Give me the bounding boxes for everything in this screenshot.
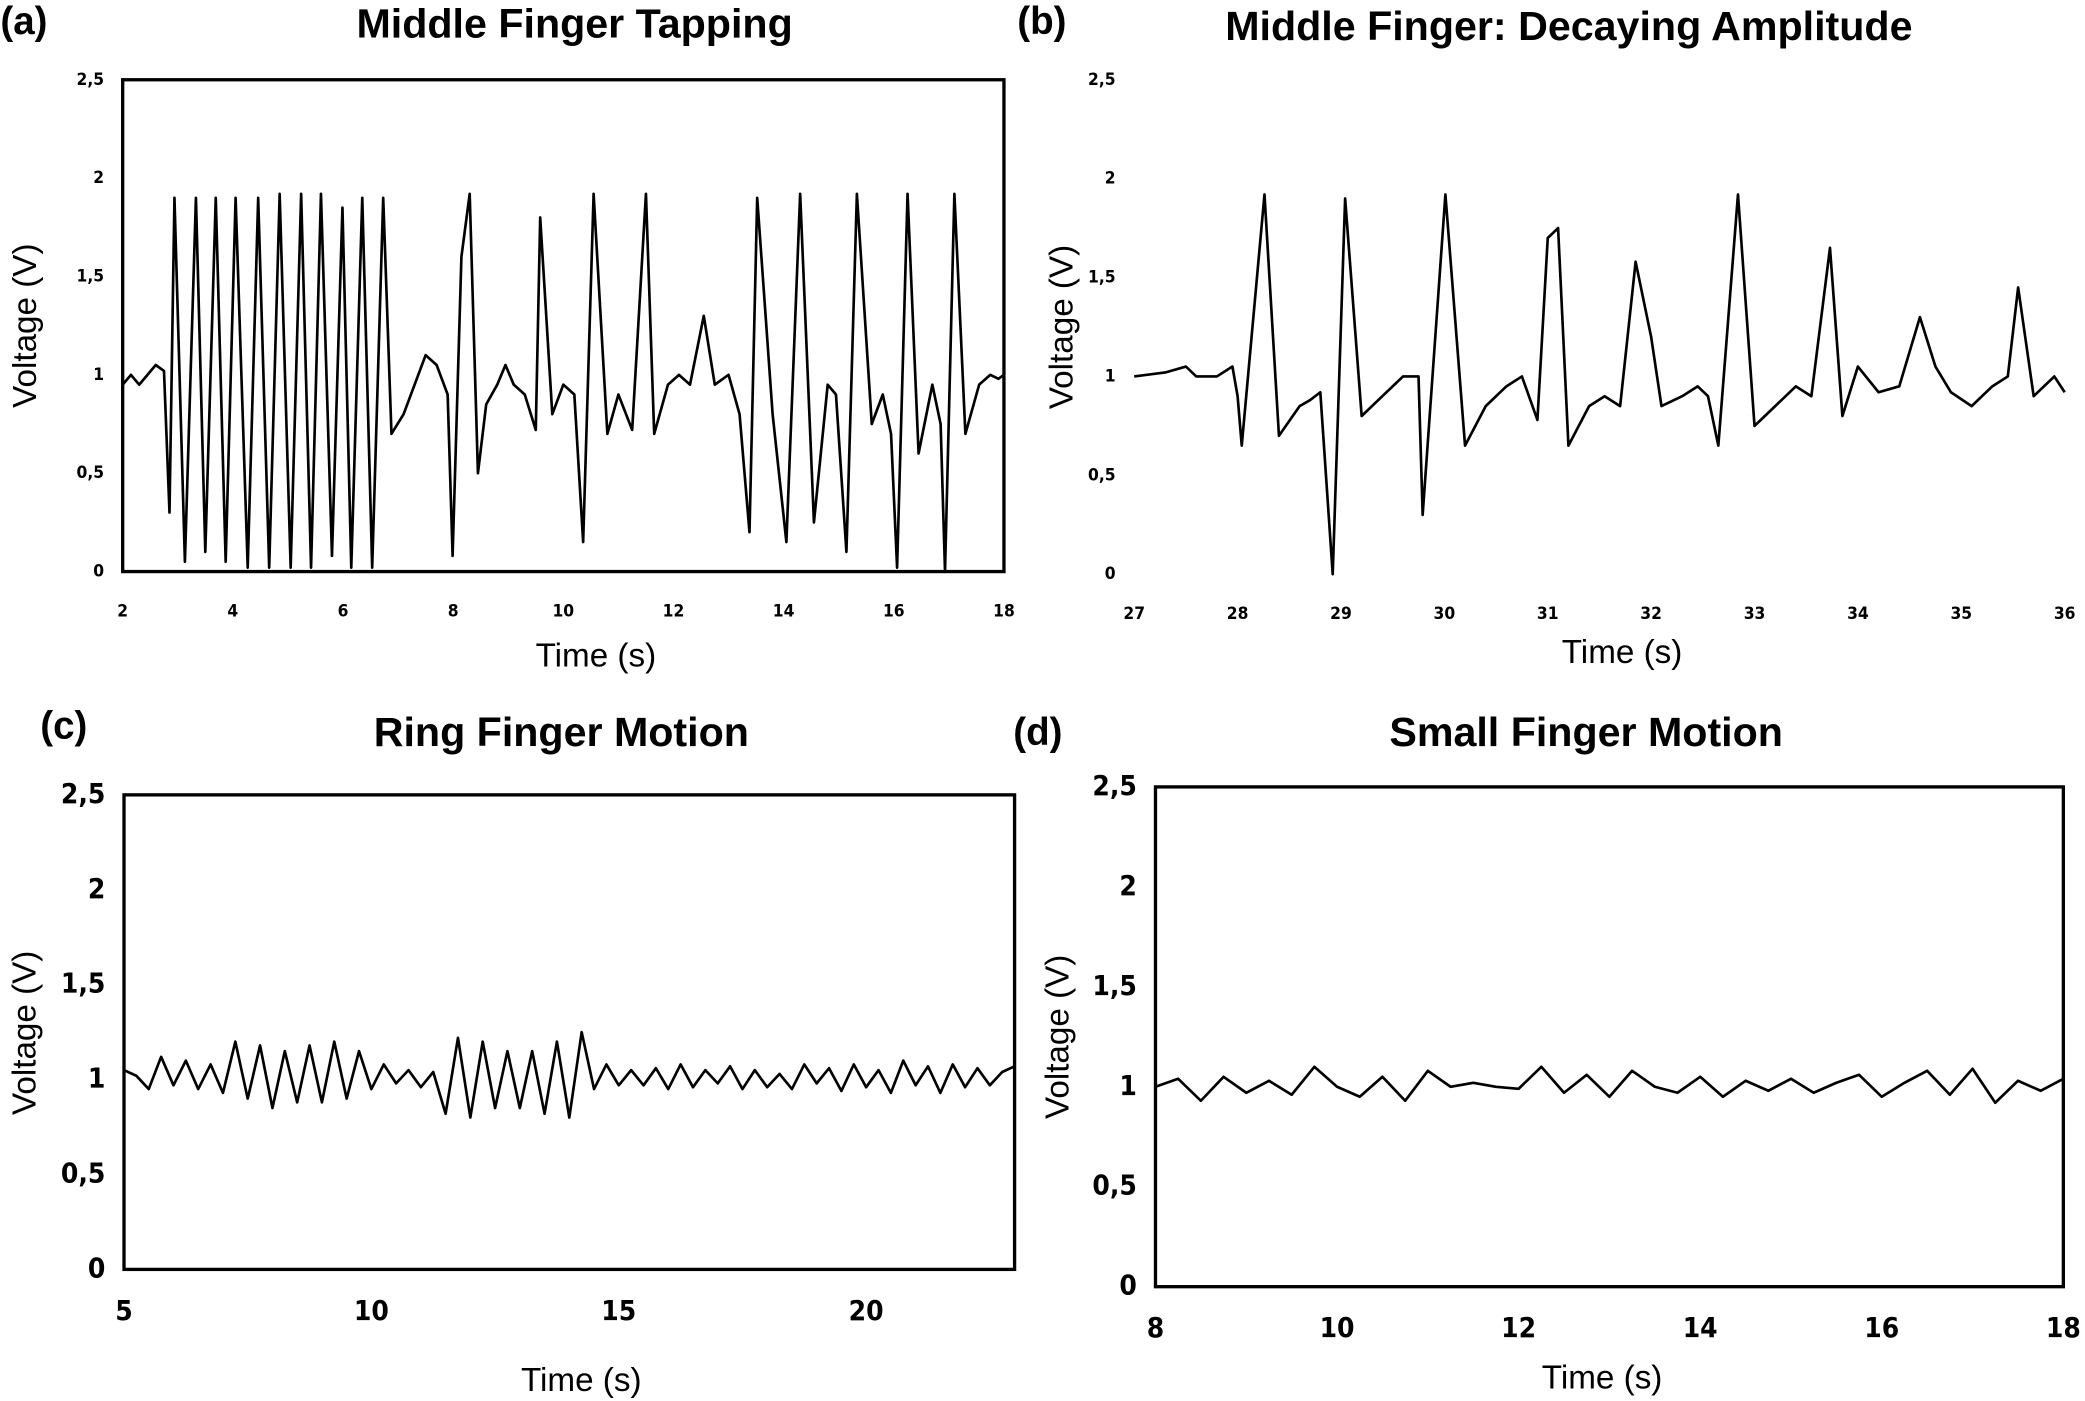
x-tick-label: 18 <box>2046 1311 2081 1344</box>
y-tick-label: 1,5 <box>1092 969 1136 1002</box>
y-tick-label: 2 <box>1119 869 1136 902</box>
x-tick-label: 35 <box>1950 604 1972 624</box>
x-tick-label: 34 <box>1847 604 1869 624</box>
chart-title: Middle Finger: Decaying Amplitude <box>1225 3 1912 49</box>
panel-label: (a) <box>0 0 47 43</box>
plot-frame <box>122 793 1017 1272</box>
y-tick-label: 0,5 <box>1088 465 1116 485</box>
y-tick-label: 2 <box>93 168 104 188</box>
y-tick-label: 0 <box>1105 564 1116 584</box>
x-tick-label: 28 <box>1227 604 1249 624</box>
data-line <box>1155 1065 2064 1105</box>
y-tick-label: 2 <box>1105 169 1116 189</box>
data-line <box>121 192 1005 573</box>
x-tick-label: 8 <box>1147 1311 1164 1344</box>
y-tick-label: 0 <box>1119 1269 1136 1302</box>
x-axis-label: Time (s) <box>1562 634 1683 671</box>
x-tick-label: 8 <box>448 601 459 621</box>
x-tick-label: 15 <box>601 1294 636 1327</box>
y-tick-label: 0 <box>93 562 104 582</box>
x-tick-label: 2 <box>117 601 128 621</box>
x-tick-label: 14 <box>1683 1311 1718 1344</box>
y-tick-label: 1 <box>1119 1069 1136 1102</box>
y-tick-label: 1 <box>93 365 104 385</box>
y-axis-label: Voltage (V) <box>1040 955 1077 1119</box>
y-axis-label: Voltage (V) <box>7 243 44 407</box>
panel-label: (c) <box>40 705 87 748</box>
x-tick-label: 14 <box>773 601 795 621</box>
x-tick-label: 30 <box>1434 604 1456 624</box>
x-tick-label: 27 <box>1123 604 1145 624</box>
x-tick-label: 5 <box>115 1294 132 1327</box>
y-tick-label: 0 <box>88 1251 105 1284</box>
x-tick-label: 29 <box>1330 604 1352 624</box>
x-tick-label: 36 <box>2054 604 2076 624</box>
data-line <box>123 1030 1016 1119</box>
x-axis-label: Time (s) <box>1542 1360 1663 1397</box>
data-line <box>1134 193 2066 576</box>
y-tick-label: 1 <box>1105 366 1116 386</box>
chart-title: Ring Finger Motion <box>374 709 749 755</box>
x-tick-label: 10 <box>553 601 575 621</box>
y-tick-label: 1,5 <box>1088 268 1116 288</box>
plot-frame <box>121 78 1006 574</box>
x-tick-label: 10 <box>354 1294 389 1327</box>
x-tick-label: 32 <box>1640 604 1662 624</box>
y-tick-label: 0,5 <box>77 463 105 483</box>
y-tick-label: 2 <box>88 872 105 905</box>
x-tick-label: 12 <box>663 601 685 621</box>
x-axis-label: Time (s) <box>536 638 657 675</box>
y-tick-label: 1 <box>88 1062 105 1095</box>
y-tick-label: 2,5 <box>77 70 105 90</box>
x-tick-label: 16 <box>883 601 905 621</box>
plot-frame <box>1153 785 2066 1289</box>
y-tick-label: 1,5 <box>61 967 105 1000</box>
x-tick-label: 18 <box>993 601 1015 621</box>
y-tick-label: 0,5 <box>61 1157 105 1190</box>
chart-title: Middle Finger Tapping <box>356 0 792 46</box>
y-tick-label: 2,5 <box>61 777 105 810</box>
y-tick-label: 2,5 <box>1092 769 1136 802</box>
y-axis-label: Voltage (V) <box>1044 245 1081 409</box>
x-tick-label: 10 <box>1320 1311 1355 1344</box>
y-axis-label: Voltage (V) <box>7 951 44 1115</box>
x-tick-label: 16 <box>1864 1311 1899 1344</box>
x-tick-label: 6 <box>338 601 349 621</box>
y-tick-label: 2,5 <box>1088 70 1116 90</box>
x-tick-label: 31 <box>1537 604 1559 624</box>
x-tick-label: 33 <box>1744 604 1766 624</box>
y-tick-label: 1,5 <box>77 266 105 286</box>
panel-label: (d) <box>1013 711 1062 754</box>
chart-title: Small Finger Motion <box>1389 709 1783 755</box>
panel-label: (b) <box>1017 0 1066 43</box>
x-tick-label: 12 <box>1501 1311 1536 1344</box>
x-tick-label: 4 <box>227 601 238 621</box>
y-tick-label: 0,5 <box>1092 1169 1136 1202</box>
x-tick-label: 20 <box>849 1294 884 1327</box>
x-axis-label: Time (s) <box>521 1362 642 1399</box>
